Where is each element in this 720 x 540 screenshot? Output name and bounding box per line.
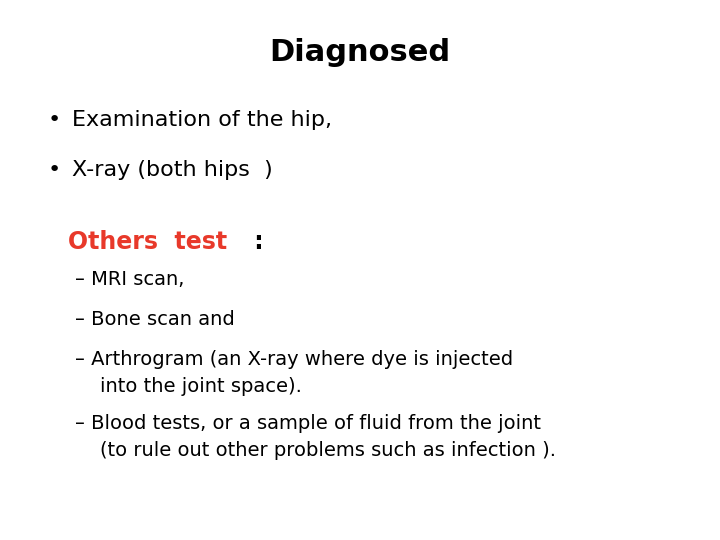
Text: Others  test: Others test [68,230,227,254]
Text: – Bone scan and: – Bone scan and [75,310,235,329]
Text: Examination of the hip,: Examination of the hip, [72,110,332,130]
Text: – Arthrogram (an X-ray where dye is injected
    into the joint space).: – Arthrogram (an X-ray where dye is inje… [75,350,513,395]
Text: •: • [48,110,61,130]
Text: :: : [246,230,264,254]
Text: – MRI scan,: – MRI scan, [75,270,184,289]
Text: Diagnosed: Diagnosed [269,38,451,67]
Text: X-ray (both hips  ): X-ray (both hips ) [72,160,273,180]
Text: – Blood tests, or a sample of fluid from the joint
    (to rule out other proble: – Blood tests, or a sample of fluid from… [75,414,556,460]
Text: •: • [48,160,61,180]
